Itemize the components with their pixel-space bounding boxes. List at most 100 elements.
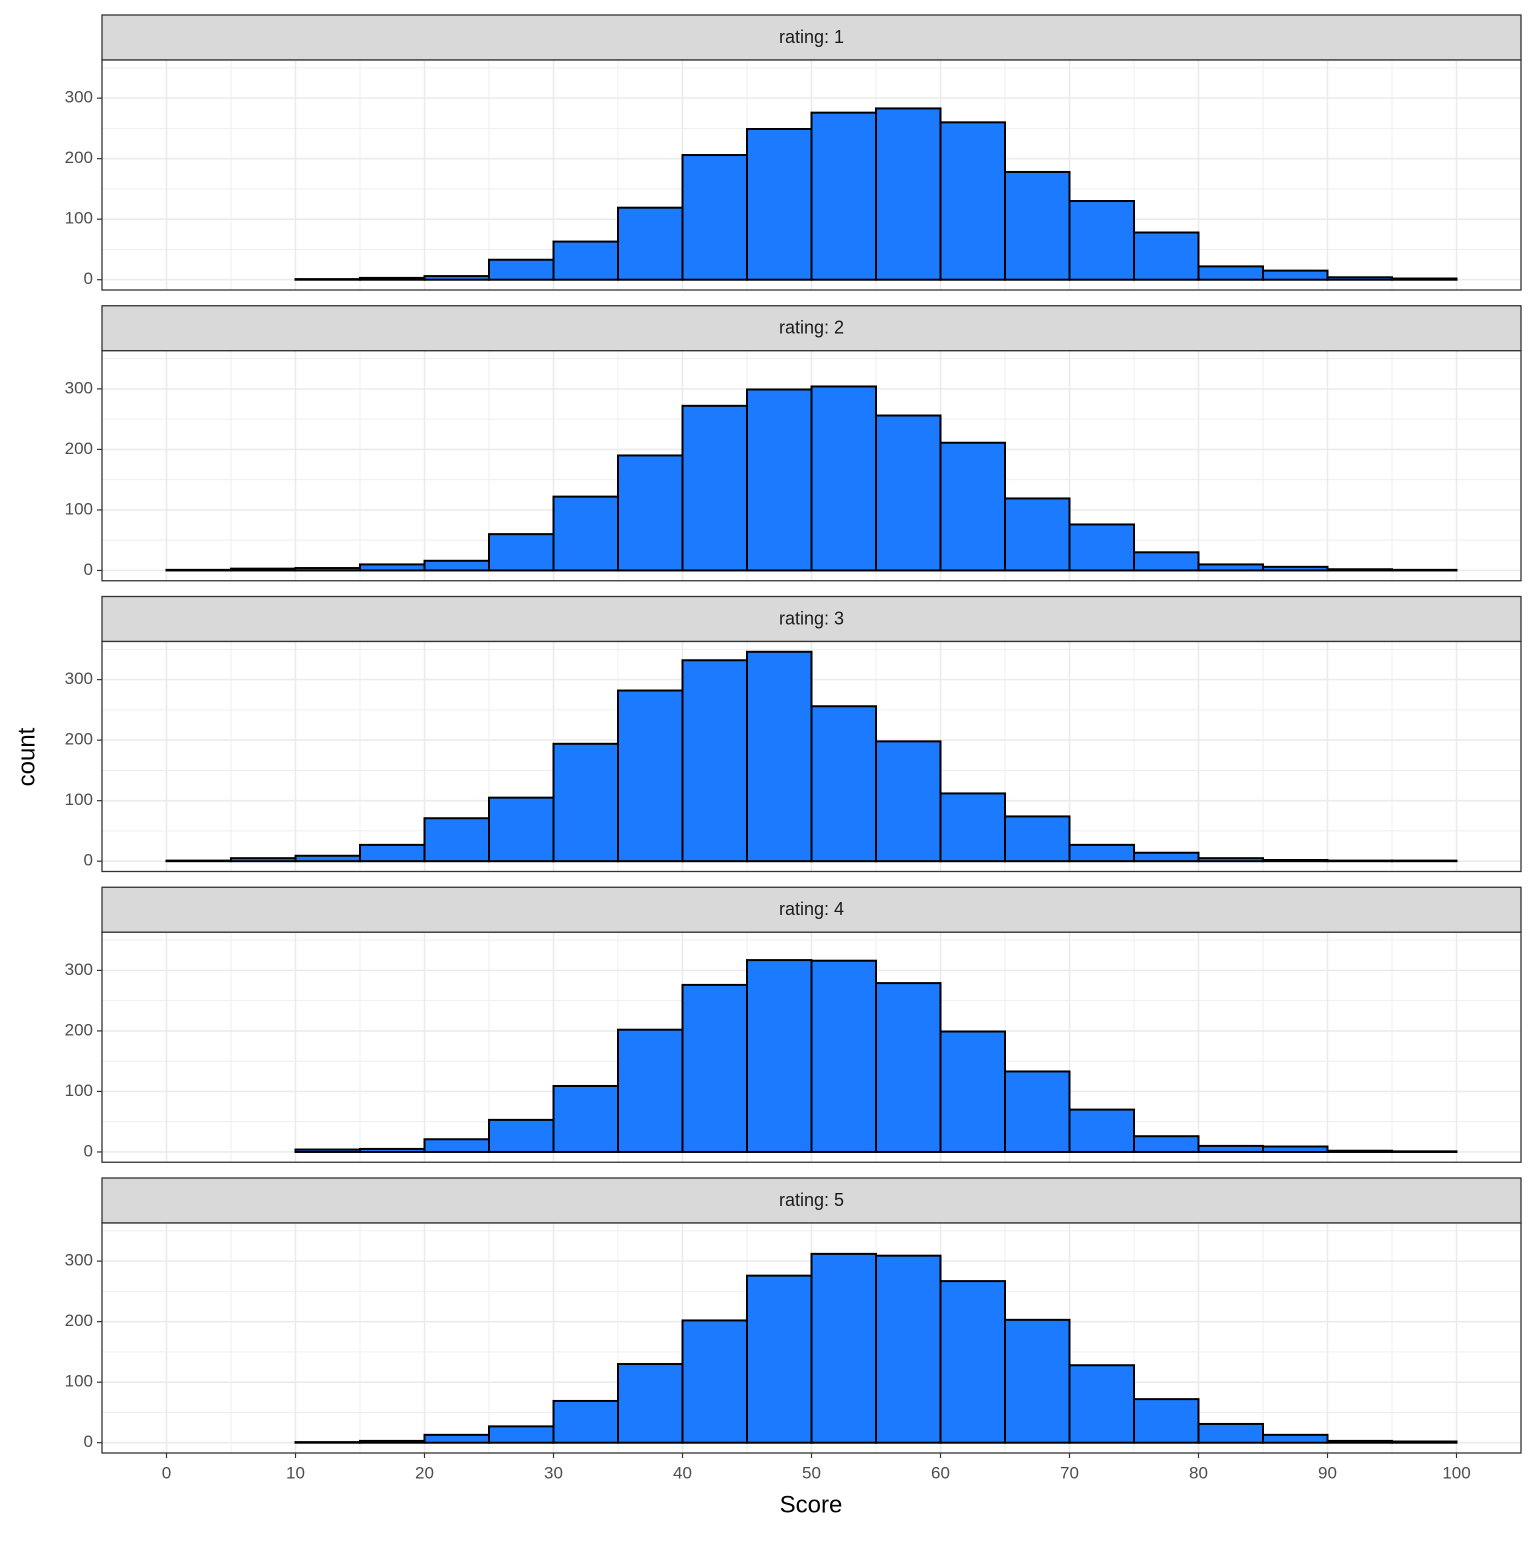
y-tick-label: 100 — [65, 1081, 93, 1100]
bar — [1391, 859, 1458, 863]
y-tick-label: 200 — [65, 439, 93, 458]
bar — [810, 1252, 877, 1444]
x-tick-label: 100 — [1442, 1463, 1470, 1482]
x-tick-label: 80 — [1189, 1463, 1208, 1482]
bar — [1133, 551, 1200, 572]
bar — [1133, 1398, 1200, 1444]
x-tick-label: 90 — [1318, 1463, 1337, 1482]
x-tick-label: 70 — [1060, 1463, 1079, 1482]
bar — [1197, 857, 1264, 863]
bar — [1262, 859, 1329, 863]
bar — [1197, 265, 1264, 281]
y-tick-label: 300 — [65, 1251, 93, 1270]
bar — [875, 982, 942, 1153]
y-tick-label: 0 — [84, 1432, 93, 1451]
bar — [617, 454, 684, 572]
bar — [1068, 843, 1135, 863]
bar — [617, 206, 684, 281]
bar — [359, 1147, 426, 1153]
bar — [746, 959, 813, 1153]
bar — [1068, 523, 1135, 572]
y-axis-title: count — [13, 727, 40, 786]
bar — [939, 441, 1006, 572]
bar — [875, 414, 942, 572]
bar — [552, 1399, 619, 1444]
bar — [294, 1441, 361, 1444]
bar — [939, 121, 1006, 281]
bar — [1391, 1440, 1458, 1444]
y-tick-label: 300 — [65, 378, 93, 397]
bar — [359, 1439, 426, 1444]
facet-title: rating: 5 — [779, 1190, 844, 1210]
bar — [1391, 568, 1458, 572]
y-tick-label: 300 — [65, 669, 93, 688]
bar — [617, 1363, 684, 1444]
bar — [1326, 568, 1393, 572]
facet-title: rating: 3 — [779, 608, 844, 628]
y-tick-label: 0 — [84, 851, 93, 870]
bar — [1262, 565, 1329, 572]
y-tick-label: 0 — [84, 269, 93, 288]
bar — [681, 154, 748, 281]
bar — [1262, 1433, 1329, 1444]
bar — [552, 240, 619, 281]
bar — [1004, 815, 1071, 863]
bar — [488, 1425, 555, 1444]
bar — [617, 1028, 684, 1153]
bar — [552, 1084, 619, 1153]
bar — [810, 111, 877, 281]
bar — [1262, 269, 1329, 281]
bar — [294, 1148, 361, 1153]
bar — [939, 1030, 1006, 1153]
bar — [552, 742, 619, 863]
bar — [423, 275, 490, 281]
bar — [359, 276, 426, 281]
bar — [165, 568, 232, 572]
bar — [488, 533, 555, 572]
bar — [294, 567, 361, 572]
y-tick-label: 300 — [65, 88, 93, 107]
bar — [552, 495, 619, 572]
bar — [294, 854, 361, 863]
bar — [1133, 231, 1200, 281]
bar — [1326, 1149, 1393, 1153]
bar — [230, 857, 297, 863]
bar — [1326, 276, 1393, 281]
facet-strip — [101, 14, 1522, 61]
panel-border — [101, 931, 1522, 1163]
bar — [1068, 200, 1135, 281]
bar — [165, 859, 232, 863]
panel-border — [101, 350, 1522, 582]
x-tick-label: 0 — [162, 1463, 171, 1482]
bar — [1004, 1318, 1071, 1444]
bar — [423, 817, 490, 863]
bar — [1391, 277, 1458, 281]
facet-title: rating: 2 — [779, 318, 844, 338]
bar — [810, 705, 877, 863]
bar — [1068, 1364, 1135, 1444]
bar — [810, 959, 877, 1153]
bar — [746, 128, 813, 281]
bar — [423, 1138, 490, 1153]
bar — [1004, 1070, 1071, 1153]
bar — [617, 689, 684, 863]
y-tick-label: 0 — [84, 1141, 93, 1160]
bar — [423, 1433, 490, 1444]
facet-title: rating: 1 — [779, 27, 844, 47]
y-tick-label: 200 — [65, 1311, 93, 1330]
panel-border — [101, 59, 1522, 291]
x-axis-title: Score — [780, 1491, 843, 1518]
bar — [1197, 1422, 1264, 1444]
bar — [875, 1254, 942, 1444]
bar — [681, 1319, 748, 1444]
bar — [681, 983, 748, 1153]
y-tick-label: 100 — [65, 499, 93, 518]
y-tick-label: 100 — [65, 790, 93, 809]
facet-title: rating: 4 — [779, 899, 844, 919]
y-tick-label: 200 — [65, 148, 93, 167]
bar — [359, 843, 426, 863]
bar — [939, 1280, 1006, 1444]
x-tick-label: 40 — [673, 1463, 692, 1482]
